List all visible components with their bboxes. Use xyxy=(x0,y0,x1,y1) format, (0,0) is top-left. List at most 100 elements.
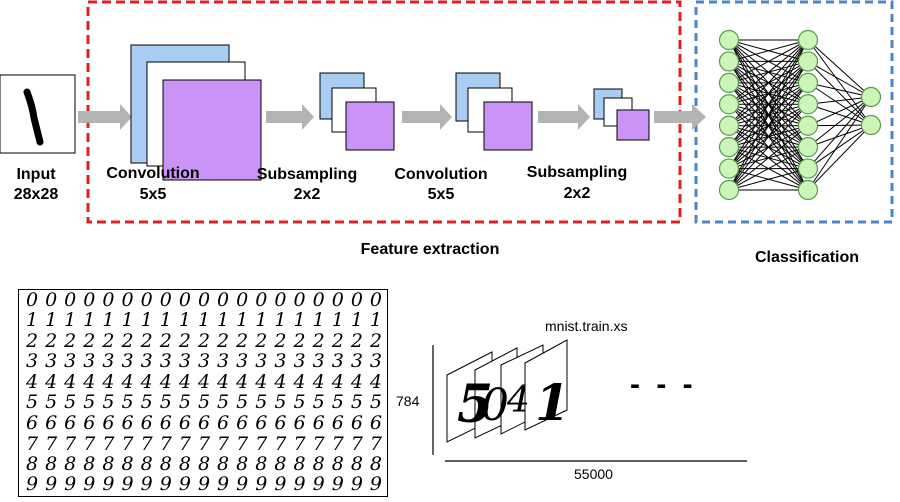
digit-glyph: 7 xyxy=(274,433,287,455)
digit-glyph: 0 xyxy=(217,289,230,311)
digit-glyph: 4 xyxy=(312,371,325,393)
digit-glyph: 3 xyxy=(102,350,115,372)
digit-glyph: 2 xyxy=(255,330,268,352)
conv2-feature-maps xyxy=(455,72,533,151)
digit-glyph: 0 xyxy=(64,289,77,311)
digit-glyph: 0 xyxy=(312,289,325,311)
network-node xyxy=(718,94,740,115)
digit-glyph: 4 xyxy=(293,371,306,393)
dataset-name-label: mnist.train.xs xyxy=(545,318,628,334)
digit-glyph: 3 xyxy=(369,350,383,372)
digit-glyph: 4 xyxy=(350,371,363,393)
digit-glyph: 9 xyxy=(121,473,134,495)
digit-glyph: 2 xyxy=(159,330,172,352)
digit-glyph: 3 xyxy=(140,350,153,372)
digit-glyph: 9 xyxy=(159,473,172,495)
digit-glyph: 3 xyxy=(274,350,287,372)
network-node xyxy=(718,137,740,158)
digit-glyph: 5 xyxy=(64,391,77,413)
digit-glyph: 6 xyxy=(350,412,363,434)
network-connection xyxy=(807,124,872,169)
digit-glyph: 7 xyxy=(121,433,134,455)
digit-glyph: 7 xyxy=(312,433,325,455)
network-connection xyxy=(807,103,872,126)
digit-glyph: 7 xyxy=(102,433,115,455)
network-node xyxy=(797,115,819,136)
digit-glyph: 3 xyxy=(83,350,96,372)
digit-glyph: 6 xyxy=(312,412,325,434)
network-connection xyxy=(807,39,872,98)
network-node xyxy=(797,72,819,93)
digit-glyph: 1 xyxy=(217,309,230,331)
digit-glyph: 3 xyxy=(121,350,134,372)
digit-glyph: 1 xyxy=(64,309,77,331)
digit-glyph: 4 xyxy=(236,371,249,393)
digit-glyph: 5 xyxy=(45,391,58,413)
digit-glyph: 0 xyxy=(83,289,96,311)
digit-glyph: 6 xyxy=(83,412,96,434)
network-connection xyxy=(807,96,872,169)
feature-extraction-label: Feature extraction xyxy=(360,241,500,258)
digit-glyph: 2 xyxy=(293,330,306,352)
digit-glyph: 2 xyxy=(45,330,58,352)
arrow xyxy=(266,104,314,130)
digit-glyph: 9 xyxy=(312,473,325,495)
digit-glyph: 5 xyxy=(178,391,191,413)
digit-glyph: 8 xyxy=(197,453,211,475)
digit-glyph: 0 xyxy=(45,289,58,311)
digit-glyph: 4 xyxy=(121,371,134,393)
digit-glyph: 9 xyxy=(274,473,287,495)
digit-glyph: 3 xyxy=(236,350,249,372)
slide-digit: 0 xyxy=(481,380,509,431)
digit-glyph: 4 xyxy=(159,371,172,393)
arrow xyxy=(538,104,590,130)
digit-glyph: 8 xyxy=(83,453,96,475)
network-connection xyxy=(728,168,809,191)
digit-glyph: 1 xyxy=(140,309,153,331)
digit-glyph: 1 xyxy=(369,309,383,331)
network-node xyxy=(797,51,819,72)
digit-glyph: 3 xyxy=(331,350,344,372)
conv2-size-label: 5x5 xyxy=(427,186,455,203)
digit-glyph: 2 xyxy=(121,330,134,352)
digit-glyph: 3 xyxy=(293,350,306,372)
network-connection xyxy=(807,82,872,98)
digit-glyph: 6 xyxy=(331,412,344,434)
digit-glyph: 6 xyxy=(102,412,115,434)
digit-glyph: 6 xyxy=(140,412,153,434)
sub1-label: Subsampling xyxy=(256,166,358,183)
network-connection xyxy=(728,39,809,127)
network-connection xyxy=(728,39,809,62)
digit-glyph: 6 xyxy=(178,412,191,434)
digit-glyph: 4 xyxy=(274,371,287,393)
digit-glyph: 1 xyxy=(197,309,211,331)
digit-glyph: 4 xyxy=(45,371,58,393)
digit-glyph: 9 xyxy=(197,473,211,495)
digit-glyph: 2 xyxy=(312,330,325,352)
digit-glyph: 1 xyxy=(83,309,96,331)
digit-glyph: 5 xyxy=(331,391,344,413)
digit-glyph: 2 xyxy=(102,330,115,352)
digit-glyph: 1 xyxy=(312,309,325,331)
digit-glyph: 0 xyxy=(236,289,249,311)
digit-glyph: 5 xyxy=(217,391,230,413)
digit-glyph: 7 xyxy=(331,433,344,455)
digit-glyph: 5 xyxy=(102,391,115,413)
digit-glyph: 4 xyxy=(178,371,191,393)
digit-glyph: 9 xyxy=(45,473,58,495)
digit-glyph: 2 xyxy=(178,330,191,352)
digit-glyph: 5 xyxy=(197,391,211,413)
digit-glyph: 1 xyxy=(236,309,249,331)
digit-glyph: 0 xyxy=(159,289,172,311)
digit-glyph: 5 xyxy=(255,391,268,413)
digit-glyph: 9 xyxy=(25,473,39,495)
digit-glyph: 0 xyxy=(197,289,211,311)
cnn-diagram xyxy=(0,0,894,224)
sub1-feature-maps xyxy=(319,72,395,151)
